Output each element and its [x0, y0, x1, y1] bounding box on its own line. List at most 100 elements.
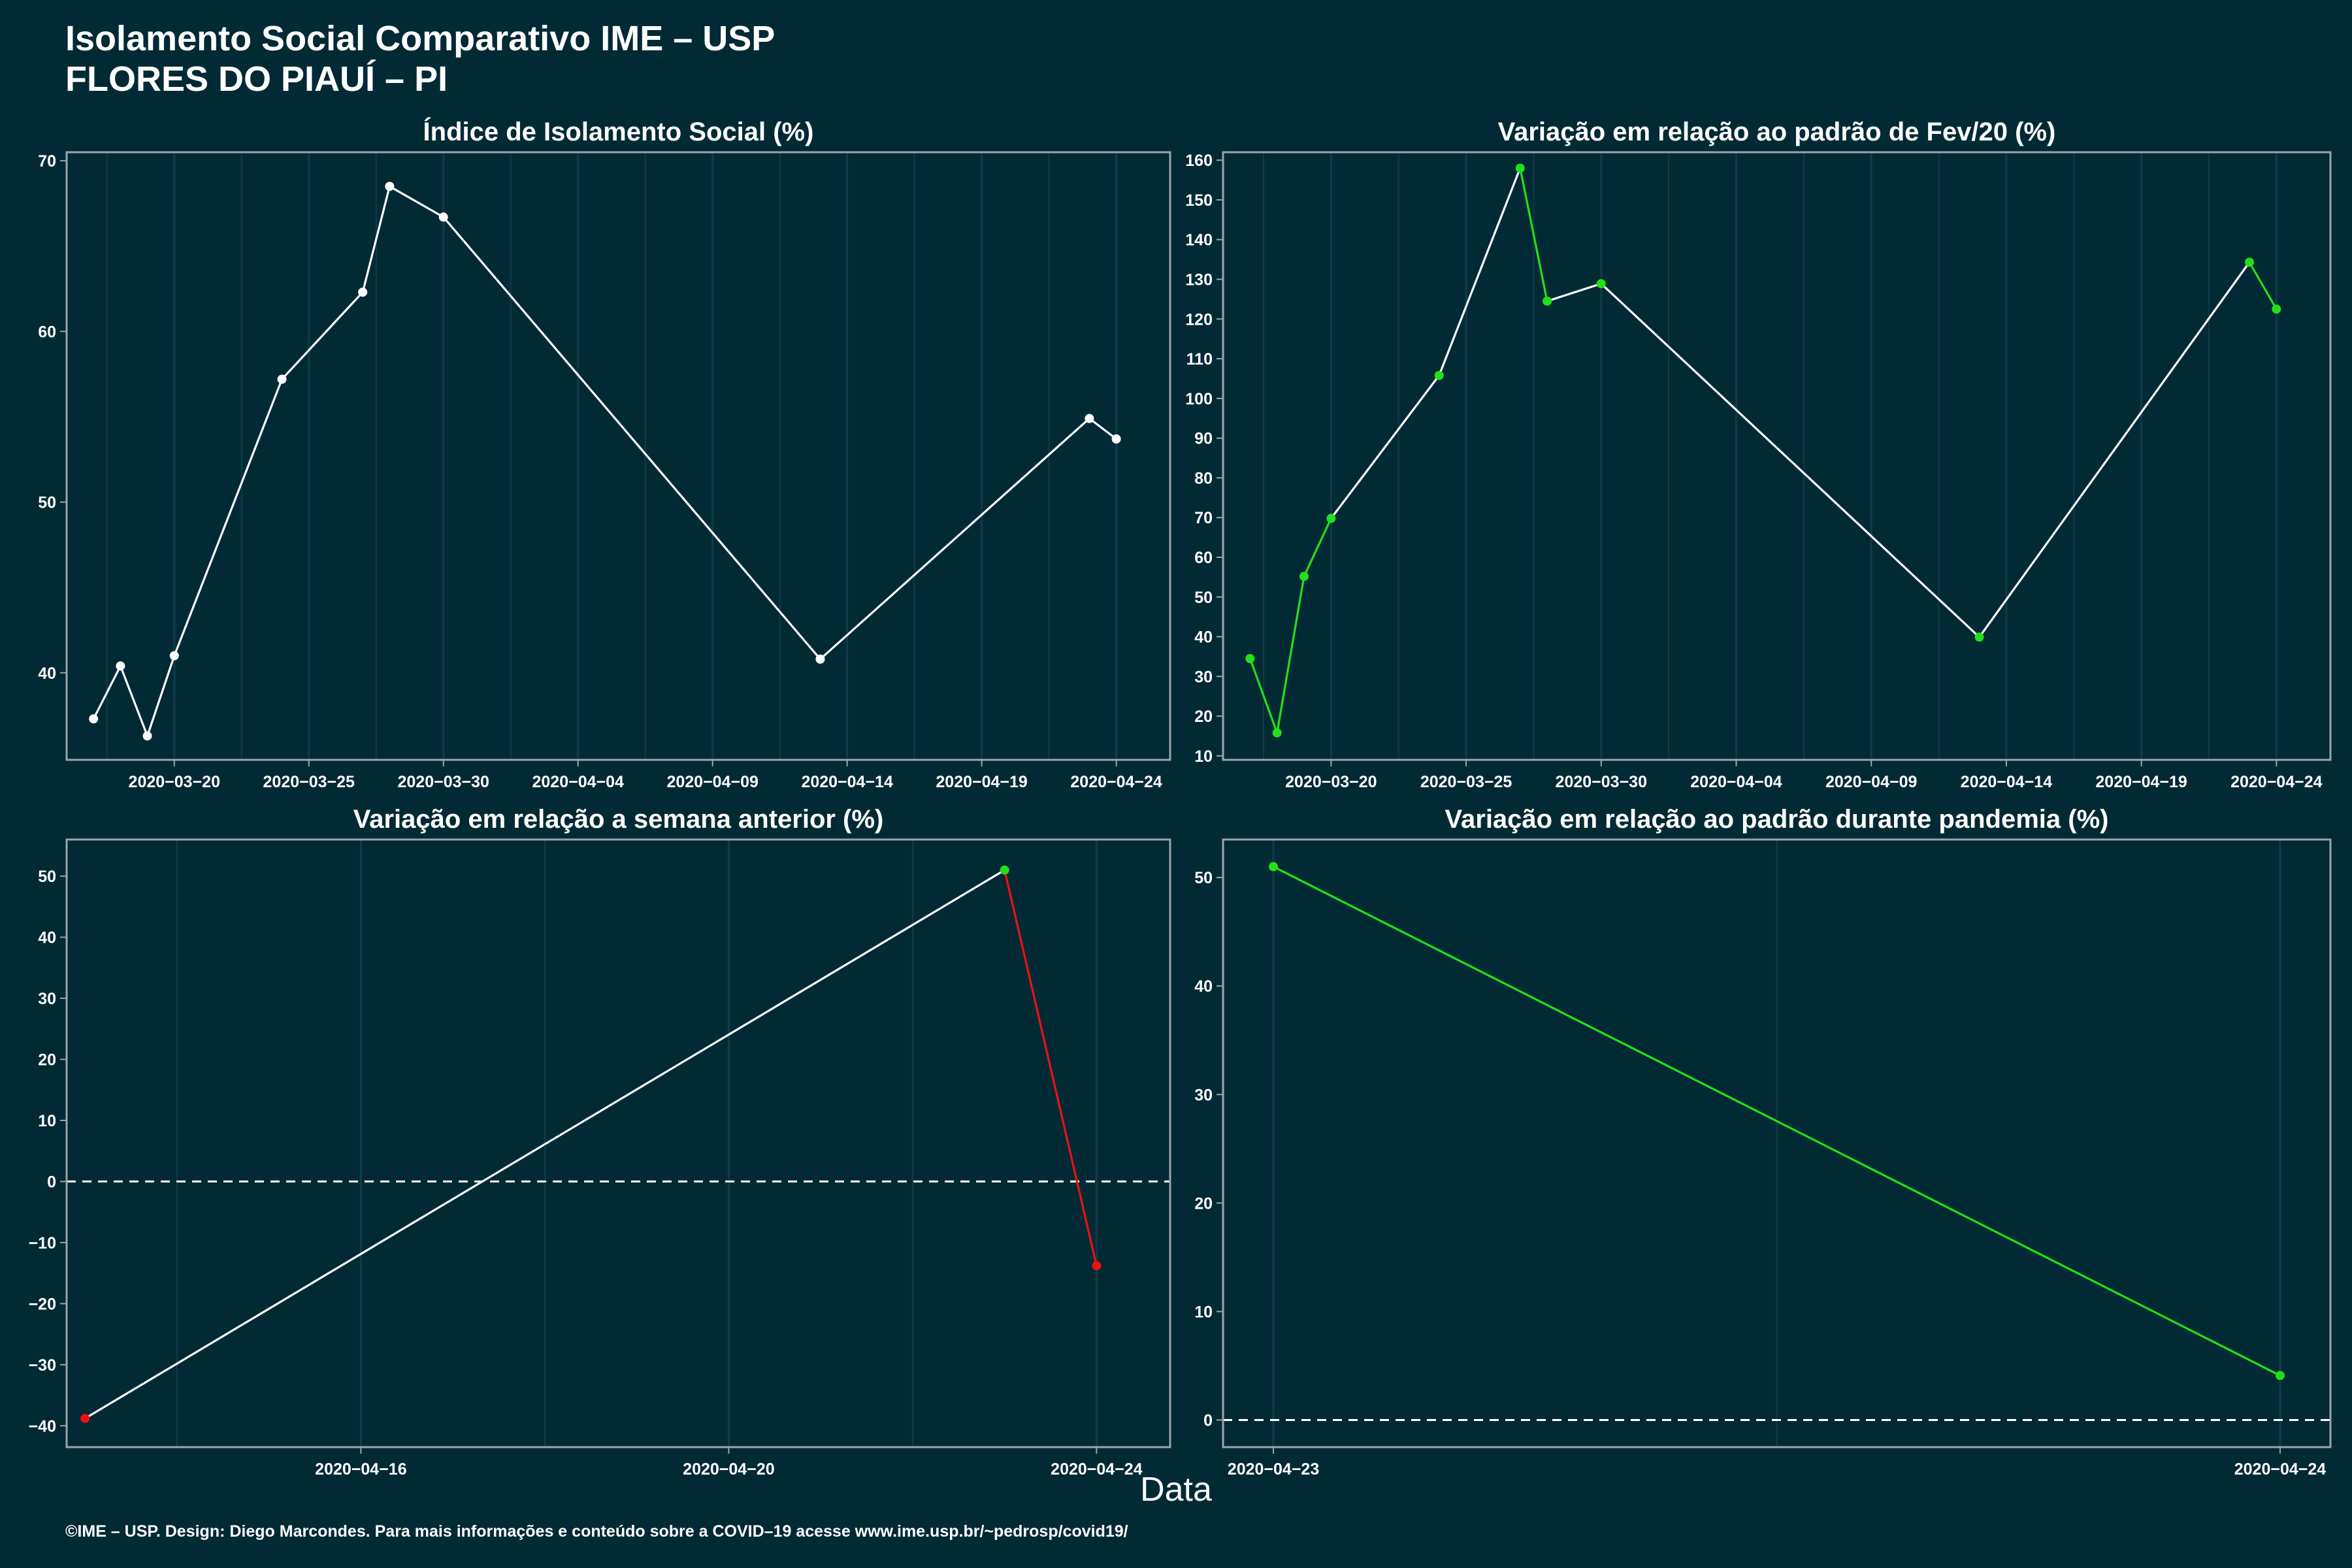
data-point	[1299, 572, 1309, 581]
series-segment	[281, 291, 364, 380]
data-point	[385, 182, 395, 191]
x-tick-label: 2020−04−14	[801, 773, 893, 791]
x-tick-label: 2020−03−20	[129, 773, 220, 791]
x-tick-label: 2020−03−30	[1556, 773, 1647, 791]
series-segment	[1519, 167, 1548, 302]
x-tick-label: 2020−04−09	[666, 773, 758, 791]
x-tick-label: 2020−03−25	[263, 773, 355, 791]
data-point	[116, 661, 125, 671]
y-tick-label: 40	[38, 929, 56, 947]
data-point	[2244, 257, 2254, 267]
data-point	[142, 731, 152, 741]
y-tick-label: 10	[38, 1112, 56, 1130]
title-line-2: FLORES DO PIAUÍ – PI	[65, 59, 448, 99]
data-point	[1269, 862, 1279, 872]
y-tick-label: 60	[1194, 549, 1213, 567]
series-segment	[1546, 282, 1602, 302]
data-point	[2275, 1371, 2285, 1380]
data-point	[89, 714, 99, 724]
panel-background	[67, 840, 1170, 1447]
x-tick-label: 2020−04−19	[936, 773, 1027, 791]
chart-panel-isolamento: 2020−03−20 2020−03−25 2020−03−30 2020−04−04…	[38, 117, 1171, 791]
series-segment	[119, 665, 149, 737]
series-segment	[84, 869, 1005, 1420]
x-tick-label: 2020−04−16	[315, 1460, 406, 1478]
series-segment	[1273, 866, 2281, 1377]
data-point	[2272, 304, 2281, 314]
y-tick-label: 50	[1194, 869, 1213, 887]
y-tick-label: 120	[1185, 310, 1213, 329]
x-tick-label: 2020−04−09	[1825, 773, 1917, 791]
data-point	[1326, 514, 1336, 523]
y-tick-label: 40	[1194, 629, 1213, 647]
data-point	[1596, 279, 1606, 289]
series-segment	[92, 665, 122, 720]
series-segment	[361, 186, 391, 293]
series-segment	[1438, 167, 1522, 376]
panel-title: Índice de Isolamento Social (%)	[423, 117, 814, 146]
y-tick-label: 140	[1185, 231, 1213, 250]
data-point	[1543, 296, 1552, 306]
series-segment	[1978, 261, 2251, 638]
y-tick-label: 20	[38, 1051, 56, 1069]
series-segment	[1600, 283, 1980, 638]
data-point	[80, 1414, 90, 1424]
chart-panel-pandemia: 2020−04−23 2020−04−24 0 10 20 30 40 50 Variação …	[1194, 805, 2332, 1478]
panel-border	[1222, 151, 2332, 761]
y-tick-label: 30	[1194, 668, 1213, 686]
series-segment	[1330, 374, 1441, 519]
series-segment	[819, 417, 1090, 661]
y-tick-label: 150	[1185, 191, 1213, 210]
y-tick-label: 80	[1194, 469, 1213, 487]
panel-title: Variação em relação a semana anterior (%…	[353, 805, 884, 834]
x-tick-label: 2020−03−25	[1420, 773, 1512, 791]
data-point	[1092, 1261, 1102, 1271]
x-tick-label: 2020−04−04	[1690, 773, 1782, 791]
y-tick-label: 40	[1194, 977, 1213, 996]
x-tick-label: 2020−04−24	[2230, 773, 2323, 791]
y-tick-label: 70	[1194, 509, 1213, 527]
data-point	[358, 287, 368, 297]
y-tick-label: 160	[1185, 152, 1213, 170]
y-tick-label: −10	[29, 1234, 56, 1252]
data-point	[1434, 370, 1444, 380]
panel-background	[1223, 152, 2330, 760]
x-tick-label: 2020−04−24	[1051, 1460, 1143, 1478]
y-tick-label: 0	[47, 1173, 56, 1191]
x-tick-label: 2020−04−19	[2095, 773, 2187, 791]
series-segment	[389, 185, 444, 218]
x-tick-label: 2020−04−24	[1070, 773, 1162, 791]
main-title: Isolamento Social Comparativo IME – USP …	[65, 18, 775, 99]
series-segment	[1088, 417, 1117, 440]
y-tick-label: 90	[1194, 430, 1213, 448]
x-axis-caption: Data	[1140, 1471, 1212, 1509]
y-tick-label: 50	[38, 494, 56, 512]
series-segment	[1303, 517, 1332, 577]
panel-background	[67, 152, 1170, 760]
y-tick-label: 110	[1186, 350, 1213, 368]
y-tick-label: −20	[29, 1295, 56, 1313]
y-tick-label: 60	[38, 323, 56, 341]
y-tick-label: 50	[38, 868, 56, 886]
y-tick-label: 20	[1194, 708, 1213, 726]
y-tick-label: 10	[1194, 747, 1213, 766]
y-tick-label: 130	[1185, 271, 1213, 289]
data-point	[815, 654, 825, 664]
y-tick-label: −40	[29, 1417, 56, 1435]
chart-panel-fev20: 2020−03−20 2020−03−25 2020−03−30 2020−04−04…	[1185, 118, 2332, 791]
y-tick-label: −30	[29, 1356, 56, 1375]
series-segment	[173, 378, 284, 657]
panel-title: Variação em relação ao padrão durante pa…	[1445, 805, 2109, 834]
y-tick-label: 40	[38, 664, 56, 683]
data-point	[169, 651, 179, 661]
panel-border	[65, 151, 1171, 761]
data-point	[1272, 728, 1282, 738]
chart-panel-semana: 2020−04−16 2020−04−20 2020−04−24 −40 −30 −20 −…	[29, 805, 1171, 1478]
series-segment	[1276, 576, 1305, 733]
series-segment	[2248, 261, 2278, 310]
panel-border	[1222, 838, 2332, 1448]
y-tick-label: 100	[1185, 390, 1213, 408]
data-point	[1974, 632, 1984, 642]
footer-credits: ©IME – USP. Design: Diego Marcondes. Par…	[65, 1522, 1128, 1541]
